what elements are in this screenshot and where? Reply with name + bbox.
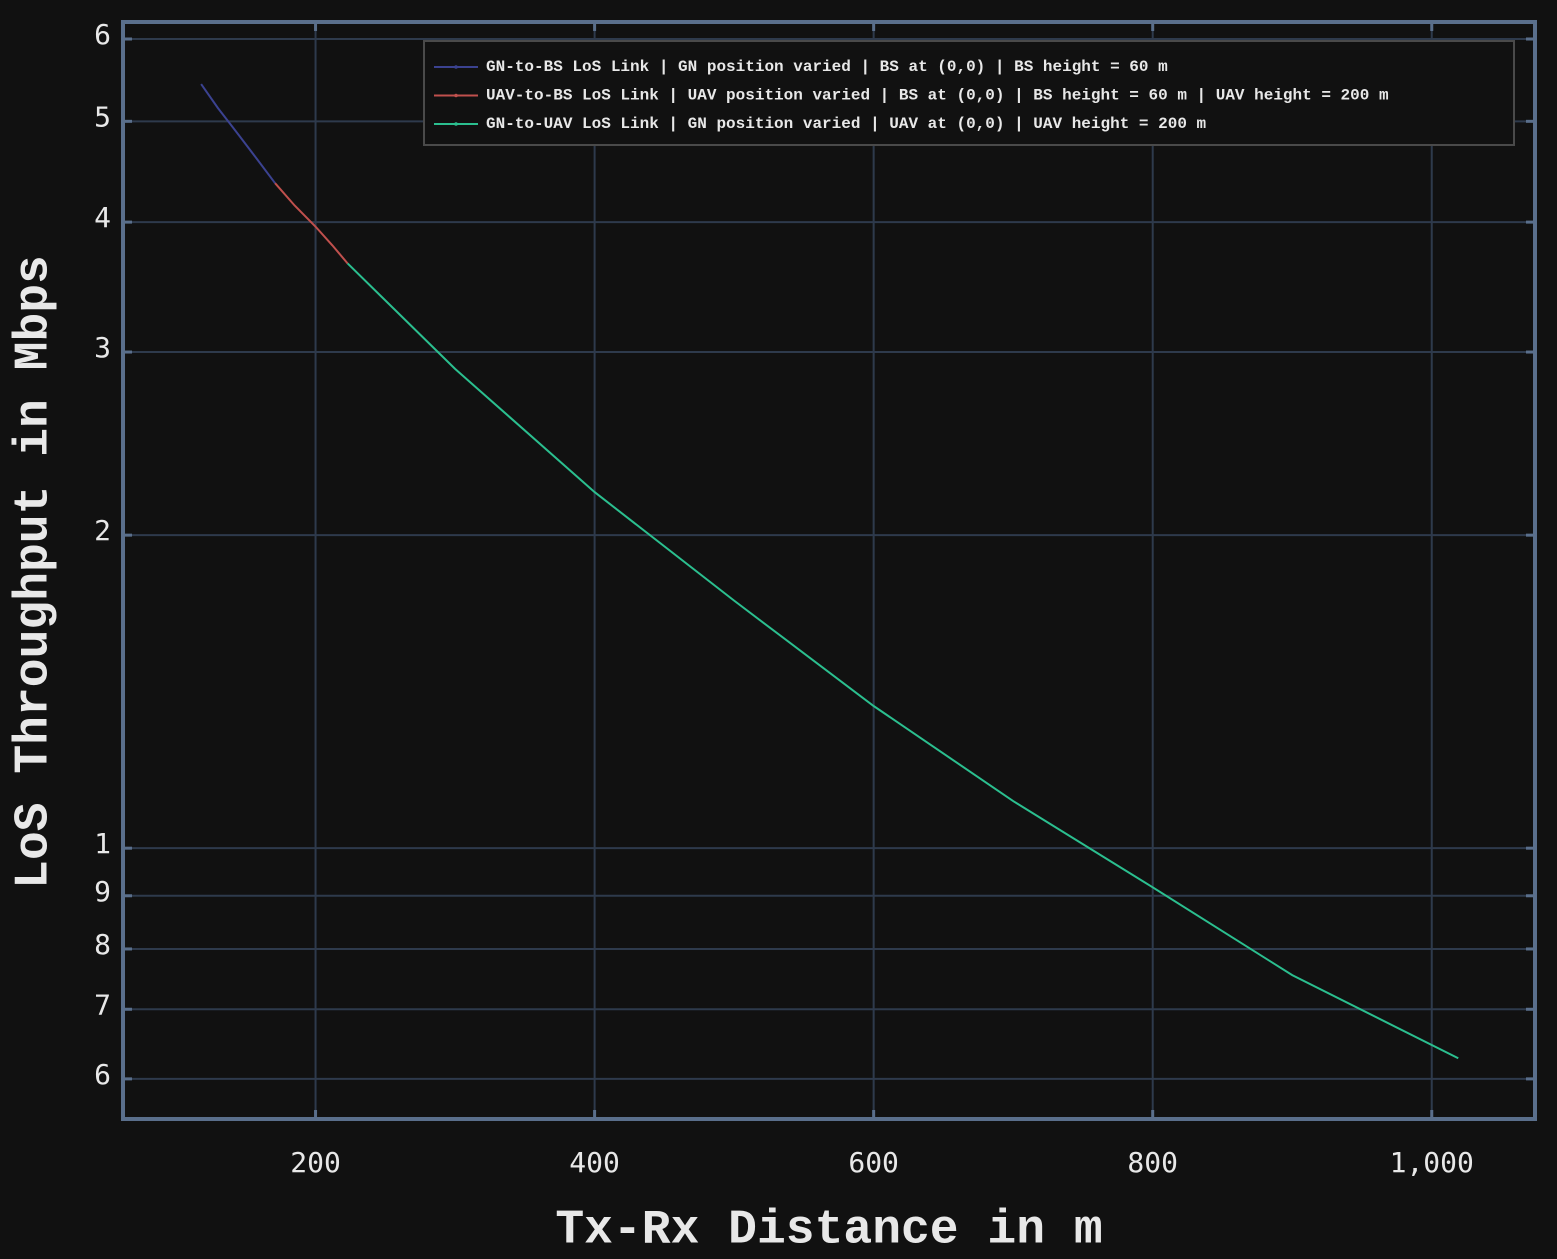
x-tick-label: 800: [1127, 1146, 1178, 1179]
x-tick-label: 1,000: [1390, 1146, 1474, 1179]
series-line: [200, 83, 276, 184]
y-tick-label: 5: [94, 100, 111, 133]
y-tick-label: 4: [94, 201, 111, 234]
legend-box: [423, 40, 1515, 146]
series-line: [346, 262, 1459, 1060]
y-axis-title: LoS Throughput in Mbps: [8, 255, 62, 889]
y-tick-label: 3: [94, 331, 111, 364]
y-tick-label: 2: [94, 514, 111, 547]
y-tick-label: 6: [94, 18, 111, 51]
x-tick-label: 200: [290, 1146, 341, 1179]
legend-marker: [454, 122, 458, 126]
x-tick-label: 400: [569, 1146, 620, 1179]
legend-marker: [454, 65, 458, 69]
legend-label: GN-to-BS LoS Link | GN position varied |…: [486, 58, 1168, 76]
y-tick-label: 7: [94, 988, 111, 1021]
y-tick-label: 6: [94, 1058, 111, 1091]
x-tick-label: 600: [848, 1146, 899, 1179]
legend-label: GN-to-UAV LoS Link | GN position varied …: [486, 115, 1207, 133]
plot-frame: [121, 20, 1537, 1121]
series-line: [274, 182, 349, 265]
y-tick-label: 1: [94, 827, 111, 860]
legend-label: UAV-to-BS LoS Link | UAV position varied…: [486, 87, 1389, 105]
x-axis-title: Tx-Rx Distance in m: [555, 1204, 1102, 1258]
y-tick-label: 9: [94, 875, 111, 908]
y-tick-label: 8: [94, 928, 111, 961]
legend-marker: [454, 93, 458, 98]
